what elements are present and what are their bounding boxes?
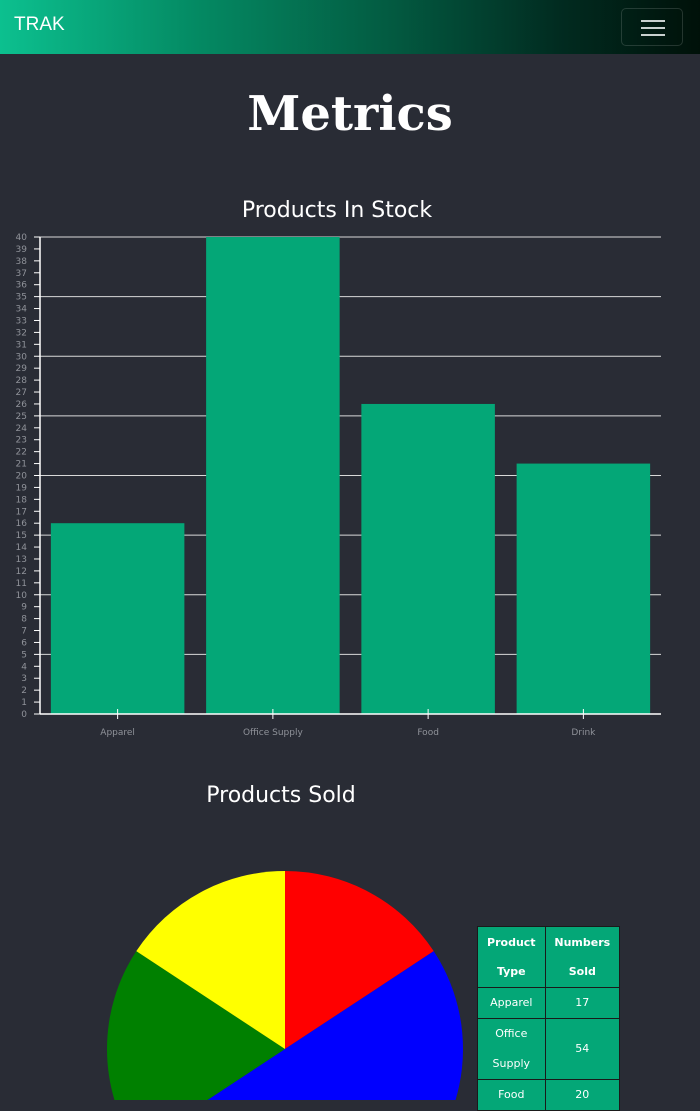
y-tick-label: 8 [21,615,27,625]
y-tick-label: 36 [16,281,28,291]
table-row: Office Supply 54 [477,1018,621,1080]
y-tick-label: 7 [21,627,27,637]
y-tick-label: 28 [16,376,28,386]
y-tick-label: 30 [16,352,28,362]
y-tick-label: 12 [16,567,27,577]
y-tick-label: 18 [16,495,28,505]
x-tick-label: Office Supply [243,728,303,738]
y-tick-label: 35 [16,293,27,303]
table-header-row: Product Type Numbers Sold [477,926,621,988]
y-tick-label: 20 [16,472,28,482]
y-tick-label: 10 [16,591,28,601]
y-tick-label: 19 [16,483,28,493]
y-tick-label: 26 [16,400,28,410]
y-tick-label: 25 [16,412,27,422]
y-tick-label: 4 [21,662,27,672]
y-tick-label: 6 [21,638,27,648]
y-tick-label: 13 [16,555,27,565]
y-tick-label: 40 [16,233,28,243]
y-tick-label: 29 [16,364,28,374]
pie-slice-office-supply [207,951,463,1100]
navbar: TRAK [0,0,700,54]
y-tick-label: 21 [16,460,27,470]
products-sold-pie-chart [107,871,463,1100]
pie-chart-title: Products Sold [206,783,356,808]
y-tick-label: 11 [16,579,27,589]
pie-slice-food [107,951,285,1100]
y-tick-label: 39 [16,245,28,255]
y-tick-label: 22 [16,448,27,458]
product-type-cell: Food [477,1079,546,1111]
pie-slice-apparel [285,871,434,1049]
product-type-cell: Office Supply [477,1018,546,1080]
page-title: Metrics [247,86,453,142]
x-tick-label: Drink [571,728,596,738]
numbers-sold-cell: 17 [544,987,621,1019]
bar-office-supply [206,237,340,714]
y-tick-label: 16 [16,519,28,529]
products-sold-table: Product Type Numbers Sold Apparel 17 Off… [477,926,621,1111]
column-header-product-type: Product Type [477,926,546,988]
product-type-cell: Apparel [477,987,546,1019]
y-tick-label: 27 [16,388,27,398]
table-row: Food 20 [477,1079,621,1111]
y-tick-label: 23 [16,436,27,446]
bar-apparel [50,523,185,714]
y-tick-label: 38 [16,257,28,267]
y-tick-label: 9 [21,603,27,613]
bar-food [361,403,495,714]
menu-toggle-button[interactable] [621,8,683,46]
y-tick-label: 2 [21,686,27,696]
y-tick-label: 34 [16,305,28,315]
y-tick-label: 33 [16,316,27,326]
y-tick-label: 31 [16,340,27,350]
y-tick-label: 17 [16,507,27,517]
y-tick-label: 14 [16,543,28,553]
y-tick-label: 1 [21,698,27,708]
y-tick-label: 5 [21,650,27,660]
y-tick-label: 15 [16,531,27,541]
y-tick-label: 3 [21,674,27,684]
numbers-sold-cell: 20 [544,1079,621,1111]
numbers-sold-cell: 54 [544,1018,621,1080]
brand-link[interactable]: TRAK [14,14,65,35]
y-tick-label: 32 [16,328,27,338]
x-tick-label: Apparel [100,728,135,738]
x-tick-label: Food [417,728,439,738]
pie-slice-drink [136,871,285,1049]
bar-drink [516,463,651,714]
products-in-stock-chart: 0123456789101112131415161718192021222324… [16,233,661,738]
table-row: Apparel 17 [477,987,621,1019]
bar-chart-title: Products In Stock [241,198,433,223]
y-tick-label: 0 [21,710,27,720]
y-tick-label: 24 [16,424,28,434]
column-header-numbers-sold: Numbers Sold [544,926,621,988]
y-tick-label: 37 [16,269,27,279]
